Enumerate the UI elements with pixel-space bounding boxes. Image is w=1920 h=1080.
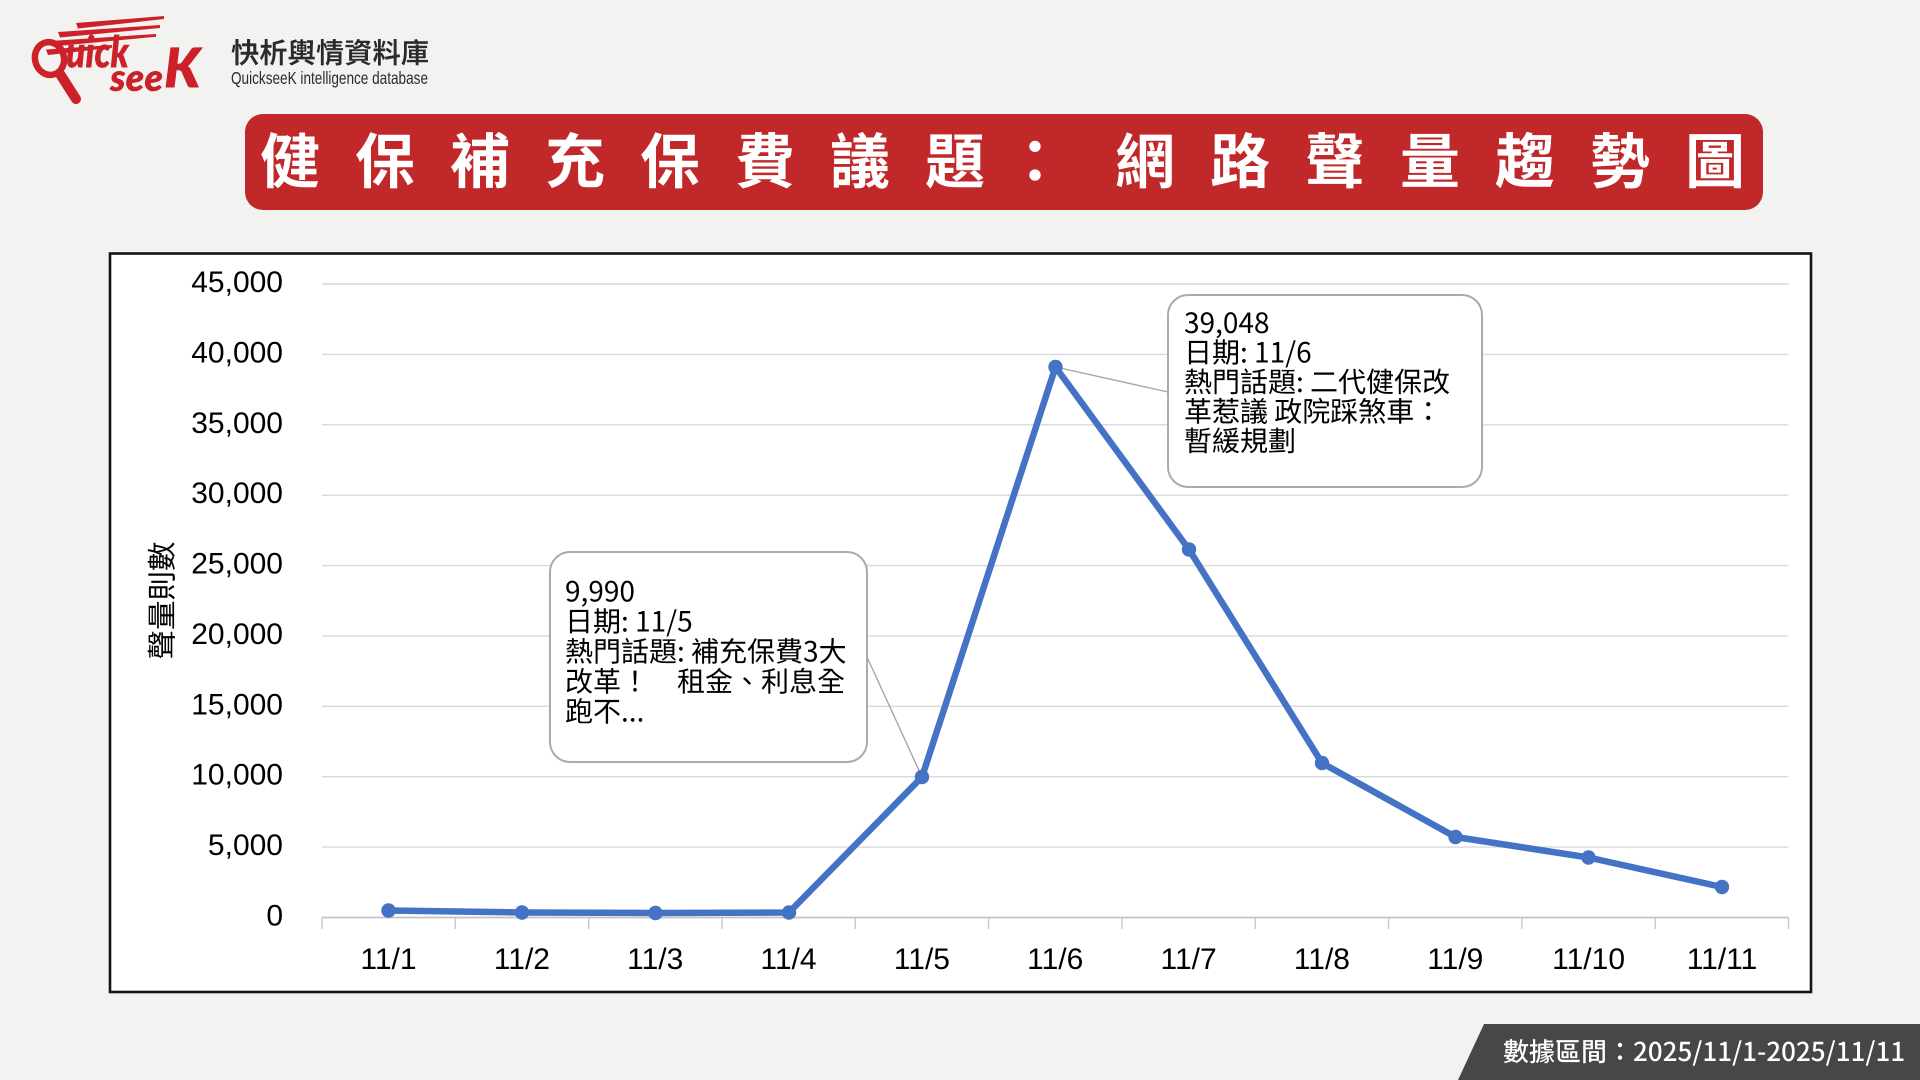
- svg-text:11/8: 11/8: [1294, 943, 1350, 976]
- svg-text:11/6: 11/6: [1027, 943, 1083, 976]
- svg-text:11/5: 11/5: [894, 943, 950, 976]
- svg-text:11/9: 11/9: [1427, 943, 1483, 976]
- svg-text:0: 0: [266, 900, 283, 933]
- svg-text:25,000: 25,000: [191, 548, 283, 581]
- svg-text:45,000: 45,000: [191, 266, 283, 299]
- svg-text:20,000: 20,000: [191, 618, 283, 651]
- svg-text:15,000: 15,000: [191, 688, 283, 721]
- svg-text:11/7: 11/7: [1161, 943, 1217, 976]
- svg-text:11/1: 11/1: [360, 943, 416, 976]
- svg-text:11/10: 11/10: [1552, 943, 1625, 976]
- svg-text:40,000: 40,000: [191, 336, 283, 369]
- svg-text:11/4: 11/4: [760, 943, 816, 976]
- svg-text:10,000: 10,000: [191, 759, 283, 792]
- svg-text:11/3: 11/3: [627, 943, 683, 976]
- svg-text:35,000: 35,000: [191, 407, 283, 440]
- svg-text:11/11: 11/11: [1687, 943, 1758, 976]
- svg-text:11/2: 11/2: [494, 943, 550, 976]
- svg-text:QuickseeK intelligence databas: QuickseeK intelligence database: [231, 68, 428, 88]
- svg-text:5,000: 5,000: [208, 829, 283, 862]
- svg-text:30,000: 30,000: [191, 477, 283, 510]
